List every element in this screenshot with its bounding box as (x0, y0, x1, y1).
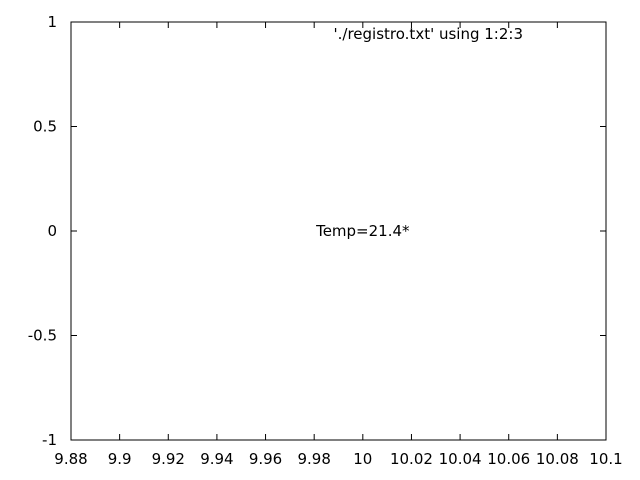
y-tick-label: -1 (42, 431, 57, 449)
axis-ticks (70, 21, 607, 441)
data-point-label: Temp=21.4* (315, 222, 410, 240)
y-tick-label: 1 (47, 13, 57, 31)
x-tick-label: 9.96 (249, 450, 282, 468)
x-tick-label: 10.06 (487, 450, 530, 468)
data-labels: Temp=21.4* (315, 222, 410, 240)
y-tick-label: -0.5 (28, 327, 57, 345)
x-tick-label: 10.02 (390, 450, 433, 468)
y-tick-label: 0.5 (33, 118, 57, 136)
x-tick-label: 10.04 (439, 450, 482, 468)
x-tick-label: 9.88 (54, 450, 87, 468)
x-tick-label: 10 (353, 450, 372, 468)
x-tick-label: 9.98 (297, 450, 330, 468)
y-tick-label: 0 (47, 222, 57, 240)
x-tick-label: 9.9 (108, 450, 132, 468)
x-tick-label: 9.94 (200, 450, 233, 468)
x-tick-label: 9.92 (152, 450, 185, 468)
axis-tick-labels: 9.88 9.9 9.92 9.94 9.96 9.98 10 10.02 10.04 10.06… (28, 13, 623, 468)
x-tick-label: 10.08 (536, 450, 579, 468)
x-tick-label: 10.1 (589, 450, 622, 468)
legend-entry: './registro.txt' using 1:2:3 (334, 25, 523, 43)
